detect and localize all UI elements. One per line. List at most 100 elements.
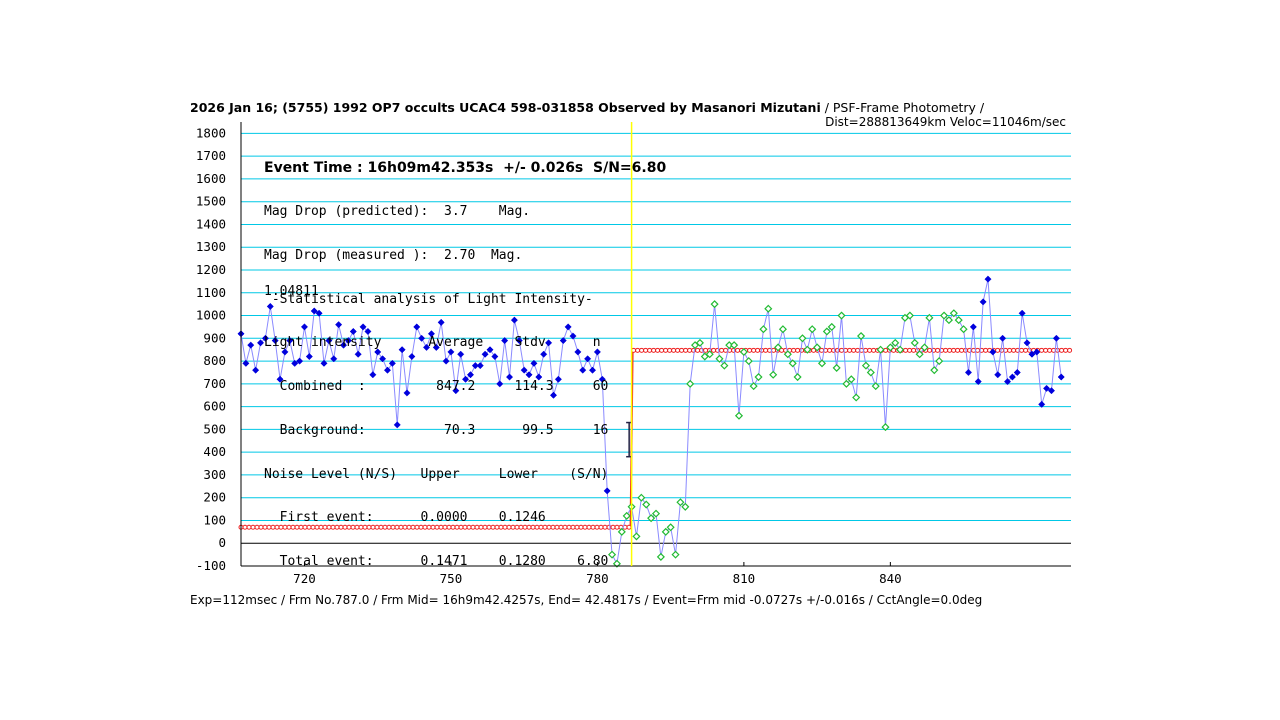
data-point — [637, 493, 646, 502]
info-line: Mag Drop (predicted): 3.7 Mag. — [264, 203, 531, 219]
data-point — [447, 348, 455, 356]
data-point — [608, 550, 617, 559]
fit-baseline-marker — [755, 347, 761, 353]
fit-baseline-marker — [835, 347, 841, 353]
fit-baseline-marker — [883, 347, 889, 353]
data-point — [296, 357, 304, 365]
data-point — [501, 337, 509, 345]
data-point — [398, 346, 406, 354]
fit-baseline-marker — [747, 347, 753, 353]
fit-baseline-marker — [1059, 347, 1065, 353]
fit-baseline-marker — [703, 347, 709, 353]
data-point — [559, 337, 567, 345]
data-point — [842, 379, 851, 388]
data-point — [925, 313, 934, 322]
data-point — [505, 373, 514, 381]
data-point — [793, 372, 802, 382]
fit-baseline-marker — [679, 347, 685, 353]
data-point — [676, 498, 685, 507]
data-point — [944, 316, 953, 325]
data-point — [959, 325, 968, 334]
data-point — [437, 318, 445, 326]
data-point — [242, 359, 250, 367]
data-point — [320, 359, 328, 367]
data-point — [247, 341, 255, 349]
y-tick-label: 1200 — [196, 262, 226, 277]
data-point — [866, 368, 875, 377]
info-line: Noise Level (N/S) Upper Lower (S/N) — [264, 466, 609, 482]
y-tick-label: -100 — [196, 558, 226, 573]
data-point — [715, 354, 724, 363]
data-point — [466, 371, 475, 379]
data-point — [252, 366, 260, 374]
data-point — [661, 527, 670, 536]
data-point — [383, 366, 392, 374]
data-point — [330, 355, 338, 363]
fit-baseline-marker — [943, 347, 949, 353]
data-point — [1057, 373, 1065, 381]
data-point — [584, 355, 592, 363]
data-point — [852, 393, 861, 402]
data-point — [754, 372, 763, 382]
data-point — [720, 361, 729, 370]
data-point — [393, 421, 401, 429]
data-point — [847, 375, 856, 384]
data-point — [759, 325, 768, 334]
chart-distance: Dist=288813649km Veloc=11046m/sec — [825, 115, 1066, 129]
y-tick-label: 1400 — [196, 216, 226, 231]
data-point — [1038, 400, 1046, 408]
fit-baseline-marker — [1047, 347, 1053, 353]
data-point — [974, 378, 982, 386]
data-point — [798, 334, 807, 343]
data-point — [1023, 339, 1031, 347]
data-point — [886, 343, 895, 352]
y-tick-label: 1500 — [196, 194, 226, 209]
data-point — [403, 389, 411, 397]
chart-title: 2026 Jan 16; (5755) 1992 OP7 occults UCA… — [190, 100, 985, 115]
data-point — [520, 366, 528, 374]
fit-baseline-marker — [719, 347, 725, 353]
data-point — [896, 345, 905, 354]
data-point — [1018, 309, 1026, 317]
data-point — [999, 334, 1007, 342]
fit-baseline-marker — [1023, 347, 1029, 353]
data-point — [305, 352, 313, 361]
data-point — [471, 362, 479, 370]
info-line: Total event: 0.1471 0.1280 6.80 — [264, 554, 609, 570]
data-point — [408, 352, 416, 361]
data-point — [315, 309, 323, 317]
data-point — [681, 502, 690, 511]
y-tick-label: 1600 — [196, 171, 226, 186]
data-point — [861, 361, 870, 370]
data-point — [1052, 334, 1060, 342]
fit-baseline-marker — [671, 347, 677, 353]
data-point — [642, 500, 651, 509]
fit-baseline-marker — [863, 347, 869, 353]
data-point — [271, 337, 279, 345]
data-point — [813, 343, 822, 352]
fit-baseline-marker — [959, 347, 965, 353]
data-point — [588, 366, 597, 374]
data-point — [1013, 368, 1021, 377]
y-tick-label: 1700 — [196, 148, 226, 163]
y-tick-label: 1000 — [196, 308, 226, 323]
data-point — [339, 341, 348, 349]
data-point — [920, 343, 929, 352]
data-point — [984, 275, 992, 283]
data-point — [603, 487, 611, 495]
y-tick-label: 700 — [203, 376, 226, 391]
y-tick-label: 300 — [203, 467, 226, 482]
fit-baseline-marker — [735, 347, 741, 353]
data-point — [569, 332, 577, 340]
data-point — [827, 322, 836, 331]
data-point — [442, 357, 450, 365]
data-point — [651, 509, 661, 518]
data-point — [778, 325, 787, 334]
data-point — [769, 370, 778, 379]
data-point — [432, 343, 440, 351]
info-line: -Statistical analysis of Light Intensity… — [264, 291, 593, 307]
data-point — [413, 323, 421, 331]
data-point — [803, 345, 812, 354]
fit-baseline-marker — [1063, 347, 1069, 353]
